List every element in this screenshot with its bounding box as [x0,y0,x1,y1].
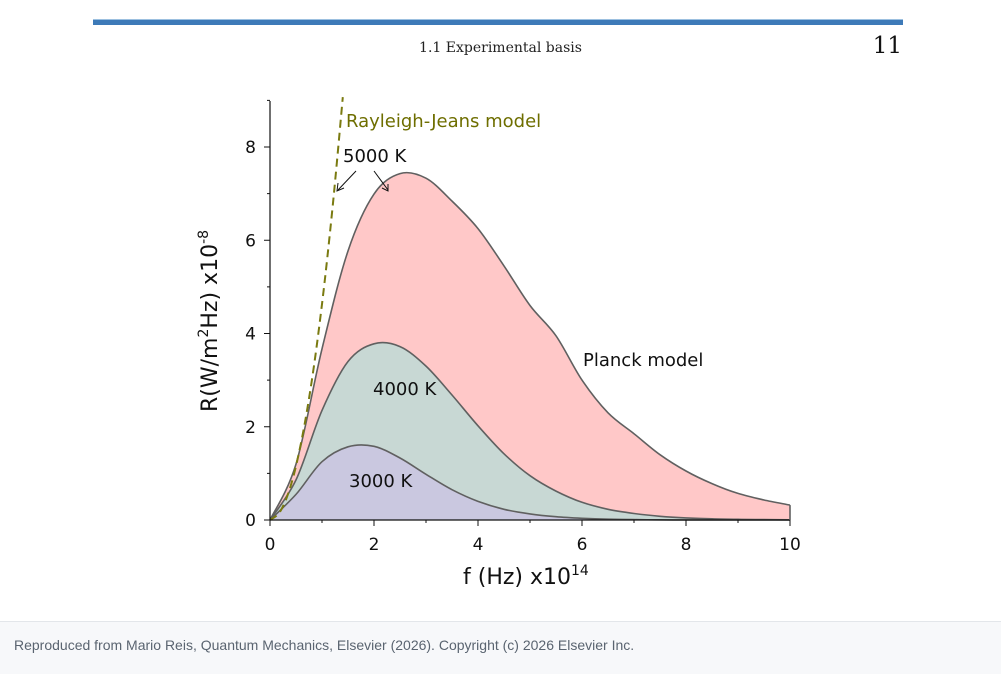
running-head: 1.1 Experimental basis [419,40,582,56]
annotations: Rayleigh-Jeans model 5000 K 4000 K 3000 … [196,111,703,590]
rayleigh-jeans-curve-group [269,97,344,521]
header-rule [93,19,903,25]
label-planck: Planck model [583,350,703,371]
footer-copyright: Reproduced from Mario Reis, Quantum Mech… [14,637,635,653]
curve-5000-k [269,171,791,521]
rayleigh-jeans-curve [269,97,344,521]
footer: Reproduced from Mario Reis, Quantum Mech… [0,621,1001,674]
x-tick-label: 2 [369,535,380,555]
x-tick-label: 4 [473,535,484,555]
area-3000-k [270,444,790,520]
y-axis-label-mid: Hz) x10 [198,244,223,329]
x-tick-label: 8 [681,535,692,555]
y-tick-label: 2 [245,418,256,438]
y-tick-label: 8 [245,138,256,158]
y-axis-label: R(W/m2Hz) x10-8 [196,230,223,412]
label-5000k: 5000 K [343,146,408,167]
y-axis-label-sup: 2 [196,329,212,338]
x-axis-label-main: f (Hz) x10 [463,565,571,590]
y-axis-label-main: R(W/m [198,338,223,412]
ticks: 0 2 4 6 8 10 0 2 4 6 8 [245,99,801,555]
x-tick-label: 6 [577,535,588,555]
y-tick-label: 6 [245,231,256,251]
label-4000k: 4000 K [373,379,438,400]
x-tick-label: 10 [779,535,801,555]
y-tick-label: 4 [245,325,256,345]
y-axis-label-exp: -8 [196,230,212,244]
curve-4000-k [269,341,791,521]
series-areas [269,171,791,521]
x-axis-label-exp: 14 [571,563,589,579]
label-3000k: 3000 K [349,471,414,492]
page-number: 11 [872,33,902,59]
arrow-to-rayleigh-jeans [336,170,357,192]
label-rayleigh-jeans: Rayleigh-Jeans model [346,111,541,132]
x-tick-label: 0 [265,535,276,555]
arrow-to-planck [373,170,389,192]
y-tick-label: 0 [245,511,256,531]
planck-chart: 0 2 4 6 8 10 0 2 4 6 8 Rayleigh-Jeans model 5000 K… [196,97,801,590]
x-axis-label: f (Hz) x1014 [463,563,589,590]
